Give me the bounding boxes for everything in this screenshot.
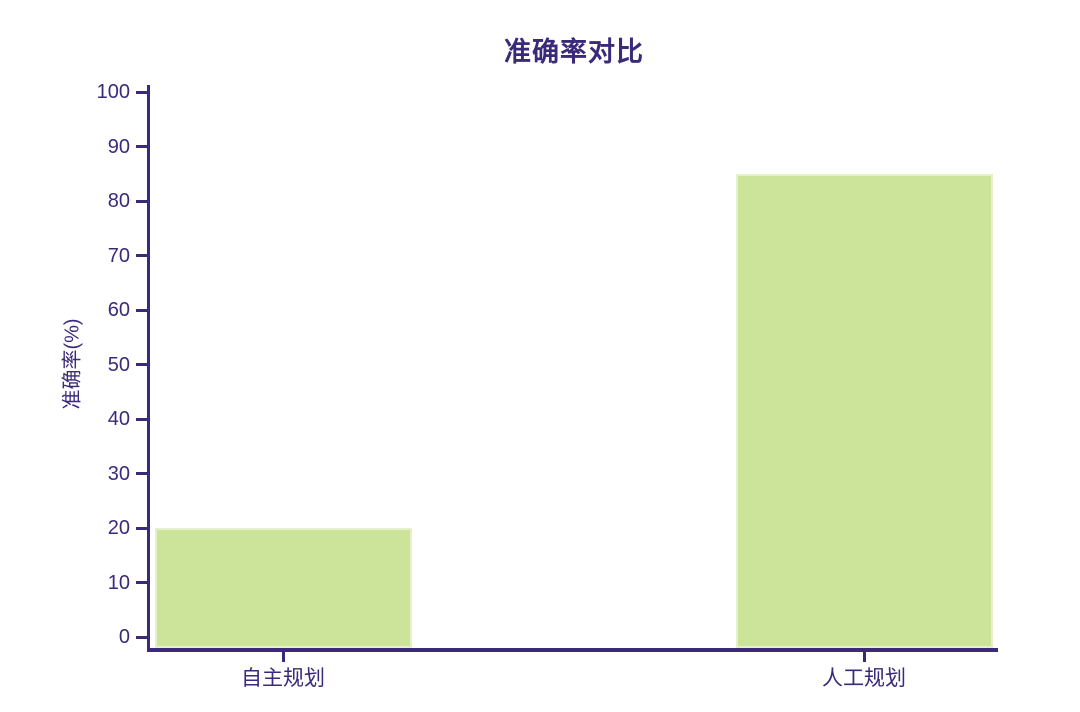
- y-tick: [136, 526, 147, 530]
- y-tick-label: 80: [107, 190, 130, 212]
- y-tick: [136, 308, 147, 312]
- y-tick-label: 50: [107, 353, 130, 376]
- y-tick: [136, 635, 147, 639]
- y-tick: [136, 417, 147, 421]
- y-tick: [136, 90, 147, 94]
- y-tick-label: 0: [118, 626, 130, 648]
- x-tick-label: 人工规划: [822, 667, 906, 690]
- y-tick-label: 20: [107, 517, 130, 539]
- y-tick-label: 90: [107, 135, 130, 158]
- y-tick-label: 40: [107, 408, 130, 430]
- y-tick: [136, 581, 147, 584]
- chart-title: 准确率对比: [504, 37, 644, 67]
- x-tick: [862, 652, 866, 662]
- bar-1: [154, 528, 412, 648]
- y-tick-label: 60: [107, 299, 130, 321]
- x-axis-line: [147, 648, 998, 652]
- bar-2: [735, 173, 993, 648]
- y-tick-label: 10: [107, 571, 130, 594]
- y-tick: [136, 472, 147, 475]
- y-tick-label: 30: [107, 462, 130, 485]
- y-tick: [136, 254, 147, 257]
- x-tick-label: 自主规划: [241, 667, 325, 690]
- y-axis-line: [147, 85, 150, 652]
- y-tick-label: 70: [107, 244, 130, 267]
- y-tick: [136, 199, 147, 203]
- y-tick-label: 100: [96, 81, 130, 103]
- y-tick: [136, 363, 147, 366]
- y-tick: [136, 145, 147, 148]
- x-tick: [281, 652, 285, 662]
